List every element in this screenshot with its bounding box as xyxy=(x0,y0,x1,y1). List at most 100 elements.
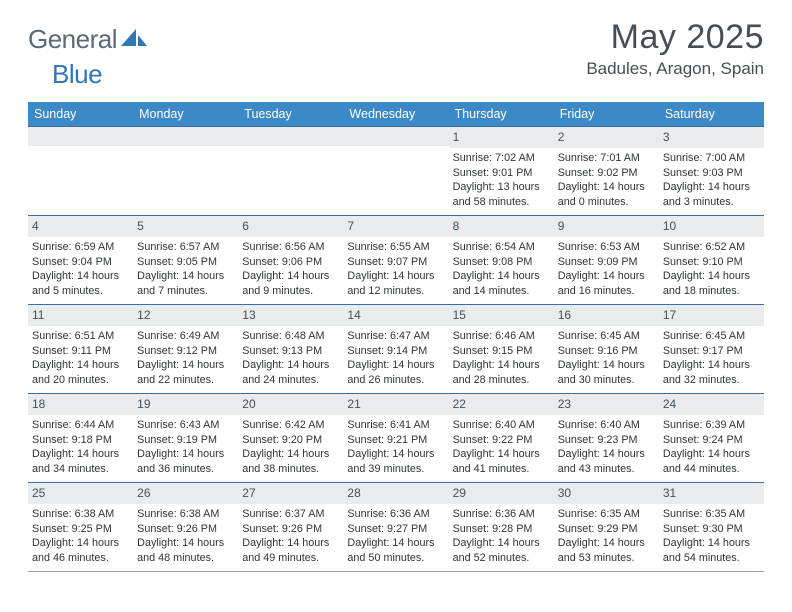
day-cell xyxy=(343,127,448,215)
daylight-text: Daylight: 14 hours and 0 minutes. xyxy=(558,180,655,209)
sunset-text: Sunset: 9:01 PM xyxy=(453,166,550,181)
day-cell xyxy=(28,127,133,215)
day-number: 6 xyxy=(238,216,343,237)
day-number: 8 xyxy=(449,216,554,237)
day-cell: 4Sunrise: 6:59 AMSunset: 9:04 PMDaylight… xyxy=(28,216,133,304)
sunrise-text: Sunrise: 6:56 AM xyxy=(242,240,339,255)
daylight-text: Daylight: 13 hours and 58 minutes. xyxy=(453,180,550,209)
day-cell: 20Sunrise: 6:42 AMSunset: 9:20 PMDayligh… xyxy=(238,394,343,482)
brand-logo: General xyxy=(28,24,149,55)
day-cell: 30Sunrise: 6:35 AMSunset: 9:29 PMDayligh… xyxy=(554,483,659,571)
day-body: Sunrise: 6:41 AMSunset: 9:21 PMDaylight:… xyxy=(343,415,448,480)
day-body xyxy=(133,146,238,153)
daylight-text: Daylight: 14 hours and 5 minutes. xyxy=(32,269,129,298)
sunrise-text: Sunrise: 7:00 AM xyxy=(663,151,760,166)
day-body: Sunrise: 6:57 AMSunset: 9:05 PMDaylight:… xyxy=(133,237,238,302)
daylight-text: Daylight: 14 hours and 20 minutes. xyxy=(32,358,129,387)
weekday-header: Monday xyxy=(133,102,238,126)
day-cell: 14Sunrise: 6:47 AMSunset: 9:14 PMDayligh… xyxy=(343,305,448,393)
sunrise-text: Sunrise: 6:47 AM xyxy=(347,329,444,344)
day-number: 9 xyxy=(554,216,659,237)
sunrise-text: Sunrise: 6:44 AM xyxy=(32,418,129,433)
daylight-text: Daylight: 14 hours and 53 minutes. xyxy=(558,536,655,565)
day-body: Sunrise: 6:45 AMSunset: 9:16 PMDaylight:… xyxy=(554,326,659,391)
daylight-text: Daylight: 14 hours and 9 minutes. xyxy=(242,269,339,298)
day-body: Sunrise: 7:00 AMSunset: 9:03 PMDaylight:… xyxy=(659,148,764,213)
day-cell: 19Sunrise: 6:43 AMSunset: 9:19 PMDayligh… xyxy=(133,394,238,482)
daylight-text: Daylight: 14 hours and 48 minutes. xyxy=(137,536,234,565)
daylight-text: Daylight: 14 hours and 14 minutes. xyxy=(453,269,550,298)
weekday-header: Sunday xyxy=(28,102,133,126)
day-cell: 6 Sunrise: 6:56 AMSunset: 9:06 PMDaylight… xyxy=(238,216,343,304)
weekday-header: Friday xyxy=(554,102,659,126)
brand-word1: General xyxy=(28,24,117,55)
daylight-text: Daylight: 14 hours and 24 minutes. xyxy=(242,358,339,387)
day-cell: 16Sunrise: 6:45 AMSunset: 9:16 PMDayligh… xyxy=(554,305,659,393)
daylight-text: Daylight: 14 hours and 52 minutes. xyxy=(453,536,550,565)
day-number xyxy=(343,127,448,146)
daylight-text: Daylight: 14 hours and 41 minutes. xyxy=(453,447,550,476)
day-cell: 3Sunrise: 7:00 AMSunset: 9:03 PMDaylight… xyxy=(659,127,764,215)
daylight-text: Daylight: 14 hours and 16 minutes. xyxy=(558,269,655,298)
week-row: 1Sunrise: 7:02 AMSunset: 9:01 PMDaylight… xyxy=(28,126,764,215)
daylight-text: Daylight: 14 hours and 39 minutes. xyxy=(347,447,444,476)
sunrise-text: Sunrise: 6:57 AM xyxy=(137,240,234,255)
day-body: Sunrise: 6:44 AMSunset: 9:18 PMDaylight:… xyxy=(28,415,133,480)
sunrise-text: Sunrise: 6:45 AM xyxy=(663,329,760,344)
day-number: 17 xyxy=(659,305,764,326)
day-number: 1 xyxy=(449,127,554,148)
day-body: Sunrise: 6:36 AMSunset: 9:27 PMDaylight:… xyxy=(343,504,448,569)
day-number: 2 xyxy=(554,127,659,148)
day-body: Sunrise: 6:49 AMSunset: 9:12 PMDaylight:… xyxy=(133,326,238,391)
daylight-text: Daylight: 14 hours and 12 minutes. xyxy=(347,269,444,298)
day-body xyxy=(28,146,133,153)
sunrise-text: Sunrise: 6:53 AM xyxy=(558,240,655,255)
sunset-text: Sunset: 9:06 PM xyxy=(242,255,339,270)
week-row: 18Sunrise: 6:44 AMSunset: 9:18 PMDayligh… xyxy=(28,393,764,482)
day-body: Sunrise: 6:36 AMSunset: 9:28 PMDaylight:… xyxy=(449,504,554,569)
location-text: Badules, Aragon, Spain xyxy=(586,59,764,79)
sunset-text: Sunset: 9:22 PM xyxy=(453,433,550,448)
daylight-text: Daylight: 14 hours and 3 minutes. xyxy=(663,180,760,209)
daylight-text: Daylight: 14 hours and 28 minutes. xyxy=(453,358,550,387)
day-body: Sunrise: 6:40 AMSunset: 9:23 PMDaylight:… xyxy=(554,415,659,480)
day-body xyxy=(343,146,448,153)
sunset-text: Sunset: 9:02 PM xyxy=(558,166,655,181)
week-row: 11Sunrise: 6:51 AMSunset: 9:11 PMDayligh… xyxy=(28,304,764,393)
sunset-text: Sunset: 9:16 PM xyxy=(558,344,655,359)
day-body: Sunrise: 6:46 AMSunset: 9:15 PMDaylight:… xyxy=(449,326,554,391)
daylight-text: Daylight: 14 hours and 44 minutes. xyxy=(663,447,760,476)
sunset-text: Sunset: 9:03 PM xyxy=(663,166,760,181)
weekday-header: Wednesday xyxy=(343,102,448,126)
sunset-text: Sunset: 9:25 PM xyxy=(32,522,129,537)
sunrise-text: Sunrise: 6:35 AM xyxy=(663,507,760,522)
day-cell: 31Sunrise: 6:35 AMSunset: 9:30 PMDayligh… xyxy=(659,483,764,571)
daylight-text: Daylight: 14 hours and 32 minutes. xyxy=(663,358,760,387)
day-number: 22 xyxy=(449,394,554,415)
day-body: Sunrise: 6:42 AMSunset: 9:20 PMDaylight:… xyxy=(238,415,343,480)
sunset-text: Sunset: 9:30 PM xyxy=(663,522,760,537)
sunset-text: Sunset: 9:05 PM xyxy=(137,255,234,270)
day-cell: 2Sunrise: 7:01 AMSunset: 9:02 PMDaylight… xyxy=(554,127,659,215)
day-cell: 26Sunrise: 6:38 AMSunset: 9:26 PMDayligh… xyxy=(133,483,238,571)
day-cell: 24Sunrise: 6:39 AMSunset: 9:24 PMDayligh… xyxy=(659,394,764,482)
sunset-text: Sunset: 9:19 PM xyxy=(137,433,234,448)
sunset-text: Sunset: 9:29 PM xyxy=(558,522,655,537)
day-number: 7 xyxy=(343,216,448,237)
sunrise-text: Sunrise: 6:52 AM xyxy=(663,240,760,255)
sunset-text: Sunset: 9:20 PM xyxy=(242,433,339,448)
sunrise-text: Sunrise: 6:59 AM xyxy=(32,240,129,255)
daylight-text: Daylight: 14 hours and 46 minutes. xyxy=(32,536,129,565)
day-body: Sunrise: 6:37 AMSunset: 9:26 PMDaylight:… xyxy=(238,504,343,569)
day-cell: 23Sunrise: 6:40 AMSunset: 9:23 PMDayligh… xyxy=(554,394,659,482)
sunset-text: Sunset: 9:21 PM xyxy=(347,433,444,448)
day-cell: 28Sunrise: 6:36 AMSunset: 9:27 PMDayligh… xyxy=(343,483,448,571)
calendar-page: General May 2025 Badules, Aragon, Spain … xyxy=(0,0,792,582)
day-number: 26 xyxy=(133,483,238,504)
day-body: Sunrise: 6:43 AMSunset: 9:19 PMDaylight:… xyxy=(133,415,238,480)
sunset-text: Sunset: 9:13 PM xyxy=(242,344,339,359)
sunset-text: Sunset: 9:07 PM xyxy=(347,255,444,270)
day-cell: 7Sunrise: 6:55 AMSunset: 9:07 PMDaylight… xyxy=(343,216,448,304)
day-number: 5 xyxy=(133,216,238,237)
sunset-text: Sunset: 9:10 PM xyxy=(663,255,760,270)
